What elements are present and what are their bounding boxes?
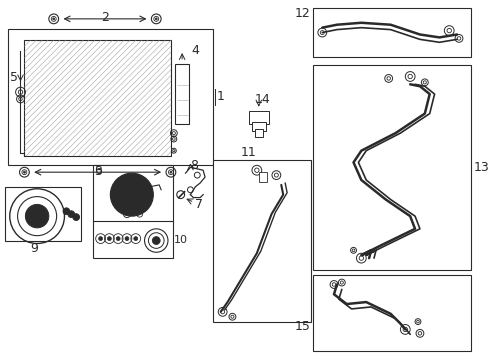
Circle shape <box>31 210 43 222</box>
Text: 12: 12 <box>294 6 310 19</box>
Bar <box>93 221 172 258</box>
Bar <box>312 65 470 270</box>
Text: 4: 4 <box>191 44 199 57</box>
Circle shape <box>118 181 145 208</box>
Circle shape <box>155 18 157 20</box>
Text: 13: 13 <box>473 161 488 174</box>
Text: 2: 2 <box>101 12 109 24</box>
Circle shape <box>73 214 80 221</box>
Circle shape <box>169 171 171 173</box>
Text: 6: 6 <box>94 164 102 177</box>
Bar <box>24 40 170 156</box>
Text: 7: 7 <box>195 198 203 211</box>
Circle shape <box>63 208 70 215</box>
Text: 5: 5 <box>10 71 18 84</box>
Circle shape <box>116 237 120 240</box>
Text: 10: 10 <box>173 235 187 244</box>
Circle shape <box>99 237 102 240</box>
Text: 1: 1 <box>216 90 224 103</box>
Bar <box>8 29 212 165</box>
Circle shape <box>68 211 75 217</box>
Text: 3: 3 <box>94 165 102 178</box>
Circle shape <box>107 237 111 240</box>
Bar <box>251 122 265 131</box>
Bar <box>258 172 266 182</box>
Circle shape <box>53 18 55 20</box>
Text: 14: 14 <box>254 93 270 107</box>
Bar <box>254 129 262 137</box>
Circle shape <box>124 187 140 202</box>
Bar <box>174 64 189 124</box>
Bar <box>312 8 470 57</box>
Text: 8: 8 <box>190 159 198 172</box>
Text: 15: 15 <box>294 320 310 333</box>
Bar <box>212 161 310 321</box>
Text: 11: 11 <box>240 146 255 159</box>
Circle shape <box>23 171 25 173</box>
Circle shape <box>110 173 153 216</box>
Bar <box>312 275 470 351</box>
Circle shape <box>134 237 138 240</box>
Bar <box>248 111 268 124</box>
Bar <box>5 187 81 240</box>
Circle shape <box>25 204 49 228</box>
Circle shape <box>125 237 129 240</box>
Bar <box>93 165 172 222</box>
Text: 9: 9 <box>30 242 38 255</box>
Circle shape <box>152 237 160 244</box>
